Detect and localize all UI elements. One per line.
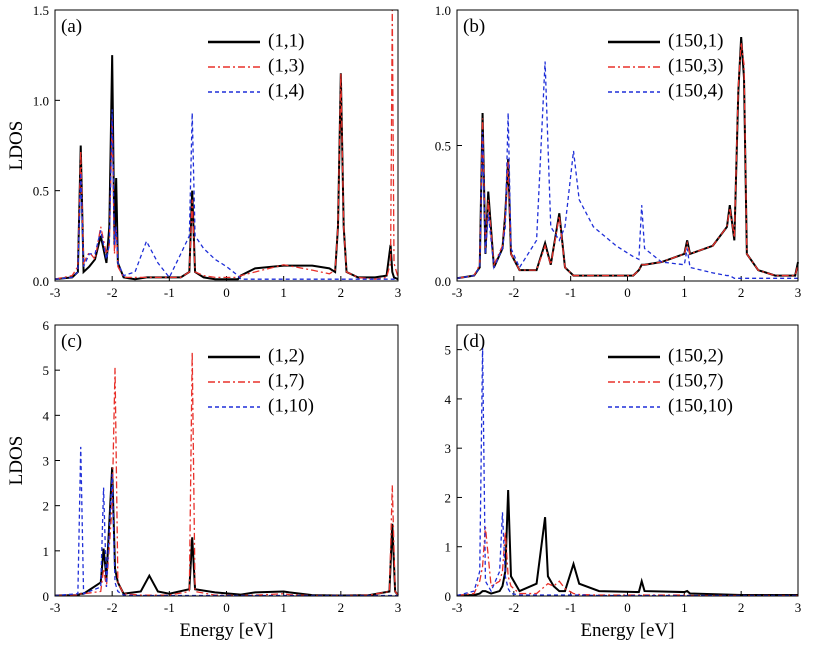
y-axis-label: LDOS <box>6 436 27 486</box>
x-axis-label: Energy [eV] <box>179 620 273 641</box>
x-tick-label: 2 <box>738 600 745 615</box>
y-tick-label: 0.0 <box>435 274 451 289</box>
panel-label: (b) <box>463 16 485 37</box>
plot-frame <box>54 9 399 282</box>
legend-label: (1,3) <box>268 55 304 76</box>
y-tick-label: 1.0 <box>33 93 49 108</box>
x-tick-label: 3 <box>395 285 402 300</box>
x-tick-label: 1 <box>681 285 688 300</box>
x-tick-label: -3 <box>452 285 463 300</box>
y-tick-label: 1.0 <box>435 3 451 18</box>
series-line <box>54 446 398 597</box>
x-tick-label: 2 <box>338 600 345 615</box>
x-tick-label: -1 <box>164 285 175 300</box>
x-tick-label: -2 <box>107 600 118 615</box>
x-tick-label: 3 <box>395 600 402 615</box>
series-line <box>54 109 398 280</box>
legend-label: (1,7) <box>268 370 304 391</box>
y-tick-label: 1 <box>43 544 50 559</box>
y-tick-label: 0 <box>43 589 50 604</box>
panel-label: (a) <box>61 16 82 37</box>
legend-label: (150,10) <box>668 395 733 416</box>
x-tick-label: 0 <box>624 285 631 300</box>
plot-frame <box>456 9 799 282</box>
series-line <box>456 42 799 279</box>
legend-label: (150,7) <box>668 370 723 391</box>
legend-label: (1,4) <box>268 80 304 101</box>
series-line <box>456 61 798 279</box>
y-tick-label: 3 <box>43 454 50 469</box>
x-tick-label: -1 <box>565 600 576 615</box>
x-tick-label: -2 <box>107 285 118 300</box>
legend-label: (1,1) <box>268 30 304 51</box>
x-tick-label: -3 <box>452 600 463 615</box>
x-tick-label: 3 <box>795 600 802 615</box>
x-tick-label: 0 <box>624 600 631 615</box>
x-tick-label: 2 <box>738 285 745 300</box>
panel-label: (c) <box>61 331 82 352</box>
series-line <box>54 55 399 281</box>
x-tick-label: -3 <box>50 600 61 615</box>
x-tick-label: 2 <box>338 285 345 300</box>
x-tick-label: -2 <box>508 600 519 615</box>
y-tick-label: 0 <box>445 589 452 604</box>
series-line <box>54 9 399 280</box>
x-tick-label: 0 <box>223 285 230 300</box>
x-tick-label: 1 <box>280 600 287 615</box>
x-tick-label: -1 <box>565 285 576 300</box>
y-tick-label: 6 <box>43 318 50 333</box>
legend-label: (1,2) <box>268 345 304 366</box>
legend-label: (150,1) <box>668 30 723 51</box>
x-tick-label: -1 <box>164 600 175 615</box>
y-tick-label: 5 <box>445 343 452 358</box>
legend-label: (150,4) <box>668 80 723 101</box>
y-axis-label: LDOS <box>6 121 27 171</box>
series-line <box>456 490 798 597</box>
y-tick-label: 2 <box>445 490 452 505</box>
series-line <box>54 467 399 597</box>
x-tick-label: 1 <box>681 600 688 615</box>
y-tick-label: 2 <box>43 499 50 514</box>
x-tick-label: -2 <box>508 285 519 300</box>
x-tick-label: 3 <box>795 285 802 300</box>
y-tick-label: 1.5 <box>33 3 49 18</box>
y-tick-label: 3 <box>445 441 452 456</box>
legend-label: (150,3) <box>668 55 723 76</box>
series-line <box>456 347 798 597</box>
y-tick-label: 0.5 <box>33 184 49 199</box>
y-tick-label: 5 <box>43 363 50 378</box>
y-tick-label: 1 <box>445 540 452 555</box>
x-tick-label: 1 <box>280 285 287 300</box>
plot-frame <box>54 324 399 597</box>
x-tick-label: -3 <box>50 285 61 300</box>
x-axis-label: Energy [eV] <box>580 620 674 641</box>
series-line <box>456 526 798 597</box>
y-tick-label: 4 <box>445 392 452 407</box>
y-tick-label: 0.0 <box>33 274 49 289</box>
plot-frame <box>456 324 799 597</box>
panel-label: (d) <box>463 331 485 352</box>
series-line <box>54 352 399 597</box>
legend-label: (1,10) <box>268 395 314 416</box>
legend-label: (150,2) <box>668 345 723 366</box>
x-tick-label: 0 <box>223 600 230 615</box>
y-tick-label: 0.5 <box>435 139 451 154</box>
y-tick-label: 4 <box>43 408 50 423</box>
